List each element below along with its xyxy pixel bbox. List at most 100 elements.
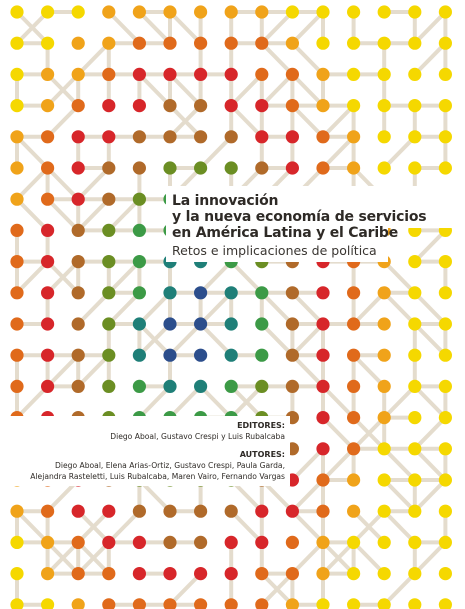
network-dot (72, 567, 85, 580)
network-dot (41, 567, 54, 580)
network-dot (408, 37, 421, 50)
network-dot (163, 317, 176, 330)
network-dot (102, 536, 115, 549)
network-dot (194, 68, 207, 81)
network-dot (102, 286, 115, 299)
network-dot (194, 380, 207, 393)
title-line-3: en América Latina y el Caribe (172, 225, 452, 241)
editors-names: Diego Aboal, Gustavo Crespi y Luis Rubal… (30, 431, 285, 442)
network-dot (347, 68, 360, 81)
network-dot (255, 130, 268, 143)
network-dot (133, 380, 146, 393)
network-dot (408, 567, 421, 580)
network-dot (286, 380, 299, 393)
network-dot (255, 536, 268, 549)
network-dot (225, 130, 238, 143)
network-dot (255, 99, 268, 112)
network-dot (133, 224, 146, 237)
network-dot (10, 317, 23, 330)
network-dot (10, 193, 23, 206)
network-dot (72, 255, 85, 268)
network-dot (102, 380, 115, 393)
network-dot (10, 161, 23, 174)
title-line-2: y la nueva economía de servicios (172, 209, 452, 225)
network-dot (347, 411, 360, 424)
network-dot (133, 130, 146, 143)
network-dot (408, 349, 421, 362)
network-dot (225, 317, 238, 330)
network-dot (72, 193, 85, 206)
network-dot (72, 598, 85, 609)
network-dot (225, 380, 238, 393)
network-dot (41, 598, 54, 609)
network-dot (286, 68, 299, 81)
network-dot (72, 5, 85, 18)
network-dot (316, 130, 329, 143)
network-dot (439, 598, 452, 609)
network-dot (347, 349, 360, 362)
network-dot (439, 5, 452, 18)
network-dot (10, 37, 23, 50)
network-dot (194, 161, 207, 174)
network-dot (347, 161, 360, 174)
network-dot (41, 505, 54, 518)
network-dot (194, 5, 207, 18)
network-dot (72, 317, 85, 330)
network-dot (194, 130, 207, 143)
network-dot (439, 442, 452, 455)
network-dot (378, 130, 391, 143)
network-dot (10, 380, 23, 393)
network-dot (194, 286, 207, 299)
network-dot (102, 130, 115, 143)
network-dot (316, 286, 329, 299)
network-dot (102, 598, 115, 609)
network-dot (194, 317, 207, 330)
network-dot (255, 349, 268, 362)
network-dot (102, 567, 115, 580)
cover-title-block: La innovación y la nueva economía de ser… (172, 193, 452, 259)
network-dot (225, 349, 238, 362)
network-dot (316, 317, 329, 330)
network-dot (316, 5, 329, 18)
network-dot (378, 349, 391, 362)
network-dot (102, 224, 115, 237)
network-dot (347, 442, 360, 455)
network-dot (41, 286, 54, 299)
network-dot (133, 161, 146, 174)
network-dot (378, 473, 391, 486)
authors-line-2: Alejandra Rasteletti, Luis Rubalcaba, Ma… (30, 471, 285, 482)
network-dot (347, 5, 360, 18)
network-dot (102, 193, 115, 206)
network-dot (408, 5, 421, 18)
network-dot (439, 567, 452, 580)
network-dot (439, 317, 452, 330)
network-dot (225, 567, 238, 580)
network-dot (10, 286, 23, 299)
network-dot (41, 68, 54, 81)
network-dot (163, 567, 176, 580)
network-dot (255, 286, 268, 299)
network-dot (41, 37, 54, 50)
network-dot (41, 193, 54, 206)
network-dot (10, 5, 23, 18)
network-dot (286, 567, 299, 580)
network-dot (133, 286, 146, 299)
network-dot (316, 37, 329, 50)
network-dot (286, 161, 299, 174)
network-dot (347, 286, 360, 299)
network-dot (41, 130, 54, 143)
network-dot (102, 317, 115, 330)
credits-block: EDITORES: Diego Aboal, Gustavo Crespi y … (30, 420, 285, 482)
network-dot (347, 99, 360, 112)
network-dot (72, 99, 85, 112)
network-dot (10, 505, 23, 518)
network-dot (255, 37, 268, 50)
network-dot (408, 536, 421, 549)
network-dot (163, 536, 176, 549)
network-dot (194, 567, 207, 580)
network-dot (72, 505, 85, 518)
network-dot (439, 161, 452, 174)
network-dot (133, 567, 146, 580)
network-dot (10, 130, 23, 143)
